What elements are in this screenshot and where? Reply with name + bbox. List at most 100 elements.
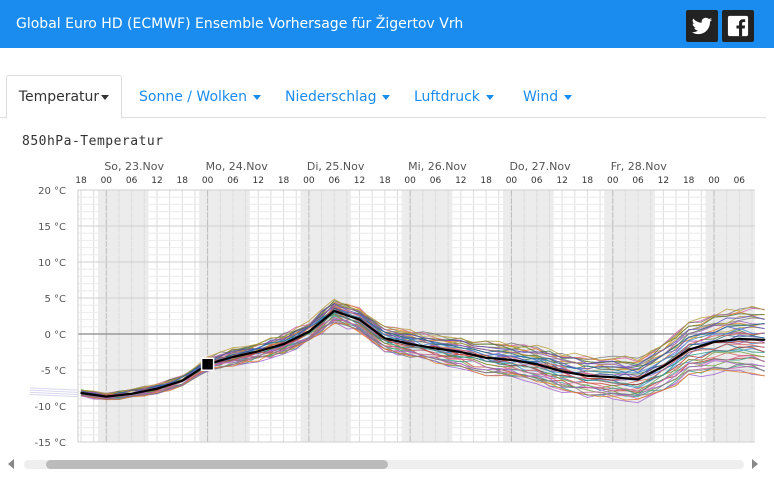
ensemble-member-line xyxy=(80,321,765,400)
hour-label: 06 xyxy=(227,176,239,186)
day-label: So, 23.Nov xyxy=(104,160,164,173)
mean-point xyxy=(80,392,82,394)
current-time-marker xyxy=(200,357,215,371)
mean-point xyxy=(611,376,614,378)
y-tick-label: 0 °C xyxy=(44,330,66,341)
ensemble-member-line xyxy=(80,303,765,396)
scroll-right-icon[interactable] xyxy=(752,459,758,469)
hour-label: 12 xyxy=(253,176,264,186)
mean-point xyxy=(713,341,715,343)
tab-wind[interactable]: Wind xyxy=(523,76,573,117)
mean-point xyxy=(738,338,741,340)
night-band xyxy=(503,190,554,442)
y-tick-label: -5 °C xyxy=(41,366,66,377)
hour-label: 00 xyxy=(303,176,315,186)
twitter-icon xyxy=(691,17,713,35)
history-line xyxy=(29,391,79,395)
hour-label: 12 xyxy=(556,176,567,186)
tab-sonne-wolken[interactable]: Sonne / Wolken xyxy=(139,76,262,117)
facebook-icon xyxy=(727,15,749,37)
y-tick-label: 10 °C xyxy=(38,258,66,269)
twitter-share-button[interactable] xyxy=(686,10,718,42)
y-tick-label: -15 °C xyxy=(35,438,67,449)
tab-label: Temperatur xyxy=(18,89,100,105)
mean-point xyxy=(308,331,310,333)
night-band xyxy=(97,190,149,442)
ensemble-member-line xyxy=(80,298,765,395)
hour-label: 00 xyxy=(506,176,518,186)
tab-niederschlag[interactable]: Niederschlag xyxy=(285,76,391,117)
hour-label: 06 xyxy=(126,176,138,186)
mean-point xyxy=(510,359,513,361)
mean-point xyxy=(257,350,260,353)
mean-point xyxy=(434,347,437,350)
facebook-share-button[interactable] xyxy=(722,10,754,42)
history-line xyxy=(29,389,79,393)
mean-point xyxy=(333,310,336,312)
hour-label: 12 xyxy=(658,176,669,186)
mean-point xyxy=(586,374,589,377)
mean-point xyxy=(687,349,690,351)
ensemble-member-line xyxy=(80,316,765,399)
hour-label: 00 xyxy=(404,176,416,186)
hour-label: 00 xyxy=(607,176,619,186)
ensemble-member-line xyxy=(80,307,765,397)
hour-label: 00 xyxy=(708,176,720,186)
history-line xyxy=(29,387,79,391)
hour-label: 18 xyxy=(278,176,290,186)
day-label: Mi, 26.Nov xyxy=(408,160,467,173)
hour-label: 18 xyxy=(75,176,87,186)
hour-label: 12 xyxy=(151,176,162,186)
hour-label: 00 xyxy=(101,176,113,186)
history-line xyxy=(29,393,79,398)
ensemble-mean-line xyxy=(80,309,765,398)
header-bar: Global Euro HD (ECMWF) Ensemble Vorhersa… xyxy=(0,0,774,48)
hour-label: 06 xyxy=(734,176,746,186)
tab-label: Wind xyxy=(523,89,559,105)
chevron-down-icon xyxy=(253,94,262,100)
tab-luftdruck[interactable]: Luftdruck xyxy=(414,76,494,117)
hour-label: 18 xyxy=(177,176,189,186)
mean-point xyxy=(485,356,487,359)
y-tick-label: 5 °C xyxy=(44,294,66,305)
mean-point xyxy=(358,318,361,321)
tab-temperatur[interactable]: Temperatur xyxy=(6,75,122,119)
hour-label: 12 xyxy=(354,176,365,186)
temperature-chart[interactable]: 20 °C 15 °C 10 °C 5 °C 0 °C -5 °C -10 °C -15 °C… xyxy=(0,150,774,450)
hour-label: 18 xyxy=(379,176,391,186)
day-label: Do, 27.Nov xyxy=(509,160,571,173)
mean-point xyxy=(662,365,665,368)
scroll-thumb[interactable] xyxy=(46,460,388,469)
day-label: Mo, 24.Nov xyxy=(206,160,269,173)
day-label: Fr, 28.Nov xyxy=(611,160,667,173)
night-band xyxy=(604,190,655,442)
hour-label: 18 xyxy=(582,176,594,186)
tab-label: Niederschlag xyxy=(285,89,377,105)
y-tick-label: -10 °C xyxy=(35,402,67,413)
mean-point xyxy=(156,387,158,390)
chevron-down-icon xyxy=(382,94,391,100)
tabs-divider xyxy=(0,117,766,118)
mean-point xyxy=(409,343,411,345)
mean-point xyxy=(637,378,639,381)
chart-title: 850hPa-Temperatur xyxy=(22,134,164,149)
night-band xyxy=(199,190,250,442)
hour-label: 06 xyxy=(531,176,543,186)
hour-label: 06 xyxy=(328,176,340,186)
mean-point xyxy=(561,370,563,373)
chevron-down-icon xyxy=(564,94,573,100)
scroll-left-icon[interactable] xyxy=(8,459,14,469)
y-tick-label: 15 °C xyxy=(38,222,66,233)
mean-point xyxy=(535,363,538,366)
mean-point xyxy=(282,343,285,345)
mean-point xyxy=(384,337,386,340)
night-band xyxy=(401,190,453,442)
y-tick-label: 20 °C xyxy=(38,186,66,197)
mean-point xyxy=(763,338,766,341)
chevron-down-icon xyxy=(485,94,494,100)
mean-point xyxy=(130,392,133,395)
hour-label: 06 xyxy=(430,176,442,186)
ensemble-member-line xyxy=(80,302,765,395)
hour-label: 18 xyxy=(683,176,695,186)
day-label: Di, 25.Nov xyxy=(307,160,365,173)
